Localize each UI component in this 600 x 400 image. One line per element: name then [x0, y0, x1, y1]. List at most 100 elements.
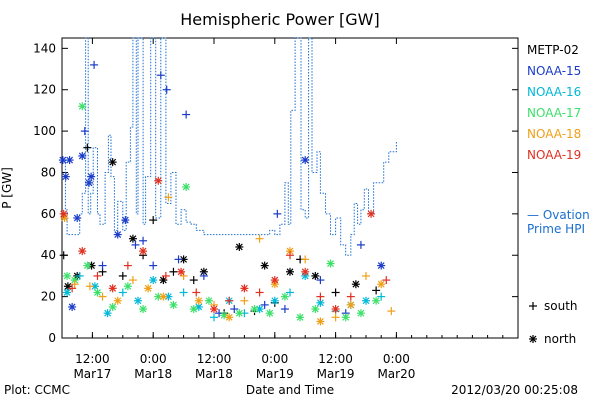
point-noaa-18-south — [98, 292, 107, 301]
point-noaa-17-north — [265, 309, 274, 318]
legend-ovation-prime-hpi: — Ovation — [527, 208, 590, 222]
point-noaa-15-south — [90, 60, 99, 69]
point-noaa-15-south — [139, 236, 148, 245]
point-noaa-16-north — [63, 288, 72, 297]
point-noaa-19-north — [240, 284, 249, 293]
marker-legend-label: north — [544, 332, 576, 346]
x-tick-date-label: Mar19 — [256, 367, 294, 381]
ovation-line-layer — [62, 37, 397, 256]
point-noaa-18-south — [362, 271, 370, 280]
point-noaa-17-north — [123, 282, 132, 291]
x-axis: 12:00Mar170:00Mar1812:00Mar180:00Mar1912… — [61, 38, 519, 381]
point-noaa-18-south — [387, 307, 396, 316]
x-tick-time-label: 0:00 — [261, 352, 288, 366]
point-noaa-15-north — [78, 151, 87, 160]
point-noaa-19-north — [59, 209, 68, 218]
point-metp-02-south — [169, 267, 178, 276]
point-noaa-15-south — [182, 110, 191, 119]
point-noaa-19-south — [255, 288, 264, 297]
point-metp-02-north — [108, 158, 117, 167]
point-noaa-18-south — [164, 193, 173, 202]
point-noaa-17-north — [93, 288, 102, 297]
point-noaa-16-south — [179, 288, 188, 297]
point-noaa-15-south — [260, 300, 269, 309]
point-noaa-18-north — [225, 313, 234, 322]
point-noaa-19-north — [210, 305, 218, 314]
point-noaa-19-north — [367, 209, 376, 218]
legend-noaa-16: NOAA-16 — [527, 85, 581, 99]
point-noaa-17-north — [296, 313, 305, 322]
x-tick-date-label: Mar20 — [377, 367, 415, 381]
x-tick-time-label: 0:00 — [140, 352, 167, 366]
x-tick-date-label: Mar17 — [73, 367, 111, 381]
point-noaa-15-south — [230, 305, 239, 314]
x-tick-time-label: 12:00 — [197, 352, 232, 366]
point-noaa-18-south — [240, 296, 249, 305]
point-noaa-17-north — [372, 296, 381, 305]
marker-legend-north — [529, 335, 537, 343]
point-noaa-16-north — [362, 296, 370, 305]
point-noaa-16-south — [118, 288, 127, 297]
point-noaa-15-south — [156, 71, 165, 80]
point-noaa-19-south — [68, 284, 77, 293]
point-noaa-18-north — [113, 296, 122, 305]
x-tick-time-label: 12:00 — [75, 352, 110, 366]
point-noaa-19-south — [192, 288, 201, 297]
point-noaa-15-north — [61, 172, 70, 181]
point-metp-02-north — [260, 261, 269, 270]
point-noaa-15-north — [65, 156, 74, 165]
point-metp-02-south — [372, 286, 381, 295]
point-noaa-18-south — [179, 271, 188, 280]
point-noaa-19-north — [270, 276, 279, 285]
legend: METP-02 NOAA-15 NOAA-16 NOAA-17 NOAA-18 NOAA-… — [527, 43, 590, 346]
point-noaa-16-south — [210, 313, 218, 322]
point-noaa-17-north — [70, 276, 79, 285]
point-noaa-16-north — [103, 309, 112, 318]
point-noaa-16-south — [75, 271, 84, 280]
point-noaa-17-north — [326, 259, 335, 268]
y-tick-label: 40 — [41, 248, 56, 262]
legend-metp-02: METP-02 — [527, 43, 579, 57]
legend-noaa-15: NOAA-15 — [527, 64, 581, 78]
point-metp-02-north — [311, 271, 320, 280]
point-metp-02-north — [63, 282, 72, 291]
point-metp-02-north — [286, 267, 294, 276]
plot-timestamp: 2012/03/20 00:25:08 — [451, 383, 578, 397]
point-metp-02-south — [189, 276, 198, 285]
point-noaa-18-north — [286, 247, 294, 256]
point-noaa-17-north — [189, 305, 198, 314]
chart-title: Hemispheric Power [GW] — [180, 10, 379, 29]
x-tick-date-label: Mar18 — [134, 367, 172, 381]
y-axis-label: P [GW] — [0, 167, 14, 209]
point-noaa-15-south — [273, 209, 282, 218]
point-noaa-17-north — [169, 300, 178, 309]
point-noaa-17-north — [280, 292, 289, 301]
point-noaa-19-south — [161, 271, 170, 280]
point-noaa-19-south — [382, 276, 391, 285]
point-metp-02-north — [179, 255, 188, 264]
point-noaa-19-south — [316, 292, 325, 301]
point-noaa-15-north — [87, 172, 96, 181]
x-tick-time-label: 12:00 — [318, 352, 353, 366]
point-noaa-17-north — [311, 305, 320, 314]
point-noaa-15-south — [316, 276, 325, 285]
scatter-layer — [58, 60, 396, 326]
point-metp-02-south — [83, 143, 92, 152]
point-noaa-15-south — [280, 305, 289, 314]
point-noaa-15-south — [80, 127, 89, 136]
point-noaa-19-north — [177, 267, 186, 276]
x-tick-date-label: Mar18 — [195, 367, 233, 381]
point-noaa-16-north — [270, 296, 279, 305]
point-noaa-15-north — [121, 216, 130, 225]
point-noaa-18-north — [159, 292, 168, 301]
point-metp-02-north — [128, 234, 137, 243]
point-metp-02-north — [351, 280, 360, 289]
point-noaa-19-south — [286, 251, 294, 260]
point-noaa-19-north — [78, 247, 87, 256]
y-tick-label: 100 — [33, 124, 56, 138]
point-noaa-18-south — [331, 313, 340, 322]
point-metp-02-south — [59, 251, 68, 260]
point-noaa-18-south — [301, 255, 310, 264]
legend-ovation-prime-hpi: Prime HPI — [527, 222, 585, 236]
